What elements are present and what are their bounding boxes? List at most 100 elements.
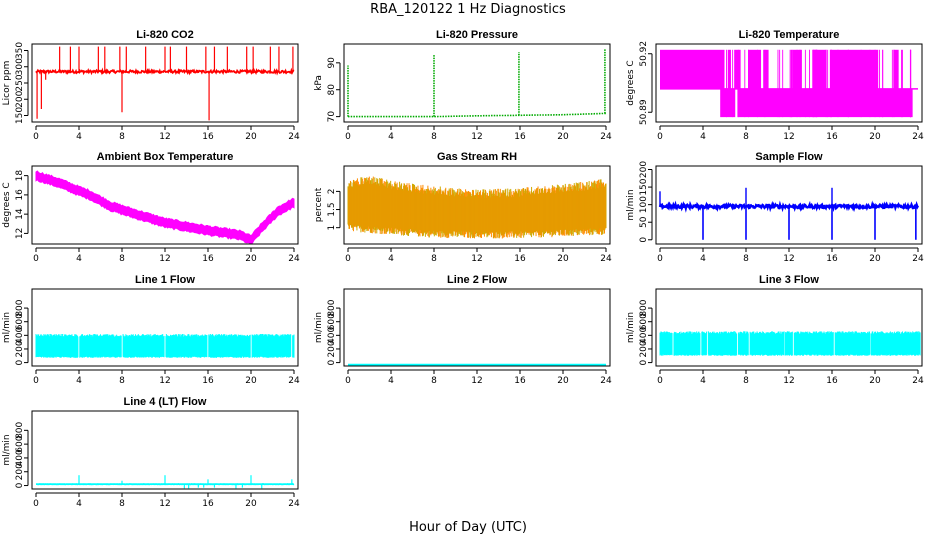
y-tick-label: 14	[15, 208, 25, 220]
y-axis-label: Licor ppm	[2, 61, 12, 106]
plot-frame	[655, 165, 923, 245]
band-segment	[720, 88, 736, 118]
y-tick-label: 800	[15, 421, 25, 438]
y-tick-label: 90	[327, 57, 337, 69]
plot-frame	[31, 288, 299, 367]
figure-xlabel: Hour of Day (UTC)	[409, 520, 527, 535]
x-tick-label: 24	[912, 376, 924, 386]
y-tick-label: 400	[15, 326, 25, 343]
y-axis-label: degrees C	[626, 60, 636, 105]
x-tick-label: 24	[912, 132, 924, 142]
panel-title: Gas Stream RH	[437, 151, 517, 163]
y-tick-label: 2	[327, 189, 337, 195]
data-marks	[36, 475, 295, 489]
x-tick-label: 16	[826, 376, 838, 386]
x-tick-label: 12	[783, 254, 794, 264]
y-tick-label: 0	[639, 237, 649, 243]
x-tick-label: 4	[76, 499, 82, 509]
x-tick-label: 20	[557, 132, 569, 142]
chart-panel: Line 2 Flow 0 4 8 12 16 20 24 0 200400600800ml/mi…	[314, 274, 612, 386]
x-tick-label: 0	[33, 254, 39, 264]
x-tick-label: 20	[245, 254, 257, 264]
y-tick-label: 200	[639, 340, 649, 357]
y-tick-label: 12	[15, 228, 25, 239]
x-tick-label: 12	[159, 254, 170, 264]
x-tick-label: 8	[431, 132, 437, 142]
x-tick-label: 20	[245, 499, 257, 509]
x-tick-label: 8	[119, 376, 125, 386]
y-tick-label: 100	[639, 196, 649, 213]
x-tick-label: 24	[600, 254, 612, 264]
y-tick-label: 0	[15, 359, 25, 365]
x-tick-label: 12	[471, 132, 482, 142]
panel-title: Line 4 (LT) Flow	[124, 396, 207, 408]
panel-title: Sample Flow	[755, 151, 823, 163]
x-tick-label: 0	[33, 499, 39, 509]
x-tick-label: 24	[288, 499, 300, 509]
y-axis-label: ml/min	[2, 312, 12, 343]
panel-title: Li-820 Temperature	[739, 29, 840, 41]
y-tick-label: 400	[327, 326, 337, 343]
x-tick-label: 16	[514, 132, 526, 142]
x-tick-label: 4	[700, 132, 706, 142]
y-tick-label: 0	[15, 482, 25, 488]
x-tick-label: 20	[245, 132, 257, 142]
y-tick-label: 0	[327, 359, 337, 365]
y-tick-label: 16	[15, 189, 25, 201]
x-tick-label: 16	[826, 132, 838, 142]
x-tick-label: 4	[76, 376, 82, 386]
y-axis-label: ml/min	[314, 312, 324, 343]
x-tick-label: 16	[202, 499, 214, 509]
x-tick-label: 0	[657, 254, 663, 264]
y-tick-label: 250	[15, 74, 25, 91]
band-segment	[727, 49, 731, 89]
x-tick-label: 20	[869, 376, 881, 386]
plot-frame	[31, 43, 299, 123]
y-axis-label: ml/min	[626, 312, 636, 343]
y-tick-label: 200	[327, 340, 337, 357]
y-tick-label: 50	[639, 216, 649, 228]
y-tick-label: 600	[15, 435, 25, 452]
x-tick-label: 16	[514, 376, 526, 386]
x-tick-label: 12	[159, 132, 170, 142]
y-tick-label: 50.89	[639, 99, 649, 125]
x-tick-label: 20	[245, 376, 257, 386]
x-tick-label: 20	[869, 132, 881, 142]
x-tick-label: 0	[657, 376, 663, 386]
band-segment	[734, 49, 741, 89]
x-tick-label: 16	[826, 254, 838, 264]
y-tick-label: 600	[15, 313, 25, 330]
y-tick-label: 800	[639, 299, 649, 316]
data-marks	[658, 187, 920, 240]
panel-title: Line 2 Flow	[447, 274, 507, 286]
band-segment	[748, 49, 762, 89]
x-tick-label: 20	[557, 254, 569, 264]
y-tick-label: 150	[639, 178, 649, 195]
y-tick-label: 150	[15, 107, 25, 124]
y-tick-label: 80	[327, 84, 337, 96]
x-tick-label: 24	[912, 254, 924, 264]
y-tick-label: 1	[327, 225, 337, 231]
x-tick-label: 8	[431, 254, 437, 264]
x-tick-label: 24	[288, 132, 300, 142]
x-tick-label: 8	[119, 254, 125, 264]
chart-panel: Li-820 Temperature 0 4 8 12 16 20 24 50.89 50.92d…	[626, 29, 924, 142]
x-tick-label: 24	[288, 376, 300, 386]
plot-frame	[343, 43, 611, 123]
y-axis-label: ml/min	[626, 189, 636, 220]
chart-panel: Line 3 Flow 0 4 8 12 16 20 24 0 200400600800ml/mi…	[626, 274, 924, 386]
x-tick-label: 20	[557, 376, 569, 386]
x-tick-label: 0	[33, 376, 39, 386]
data-marks	[347, 176, 607, 239]
x-tick-label: 0	[345, 132, 351, 142]
panel-title: Line 1 Flow	[135, 274, 195, 286]
data-marks	[35, 333, 295, 358]
band-segment	[829, 49, 879, 89]
y-tick-label: 70	[327, 111, 337, 123]
y-tick-label: 200	[15, 90, 25, 107]
y-tick-label: 600	[327, 313, 337, 330]
x-tick-label: 0	[345, 254, 351, 264]
